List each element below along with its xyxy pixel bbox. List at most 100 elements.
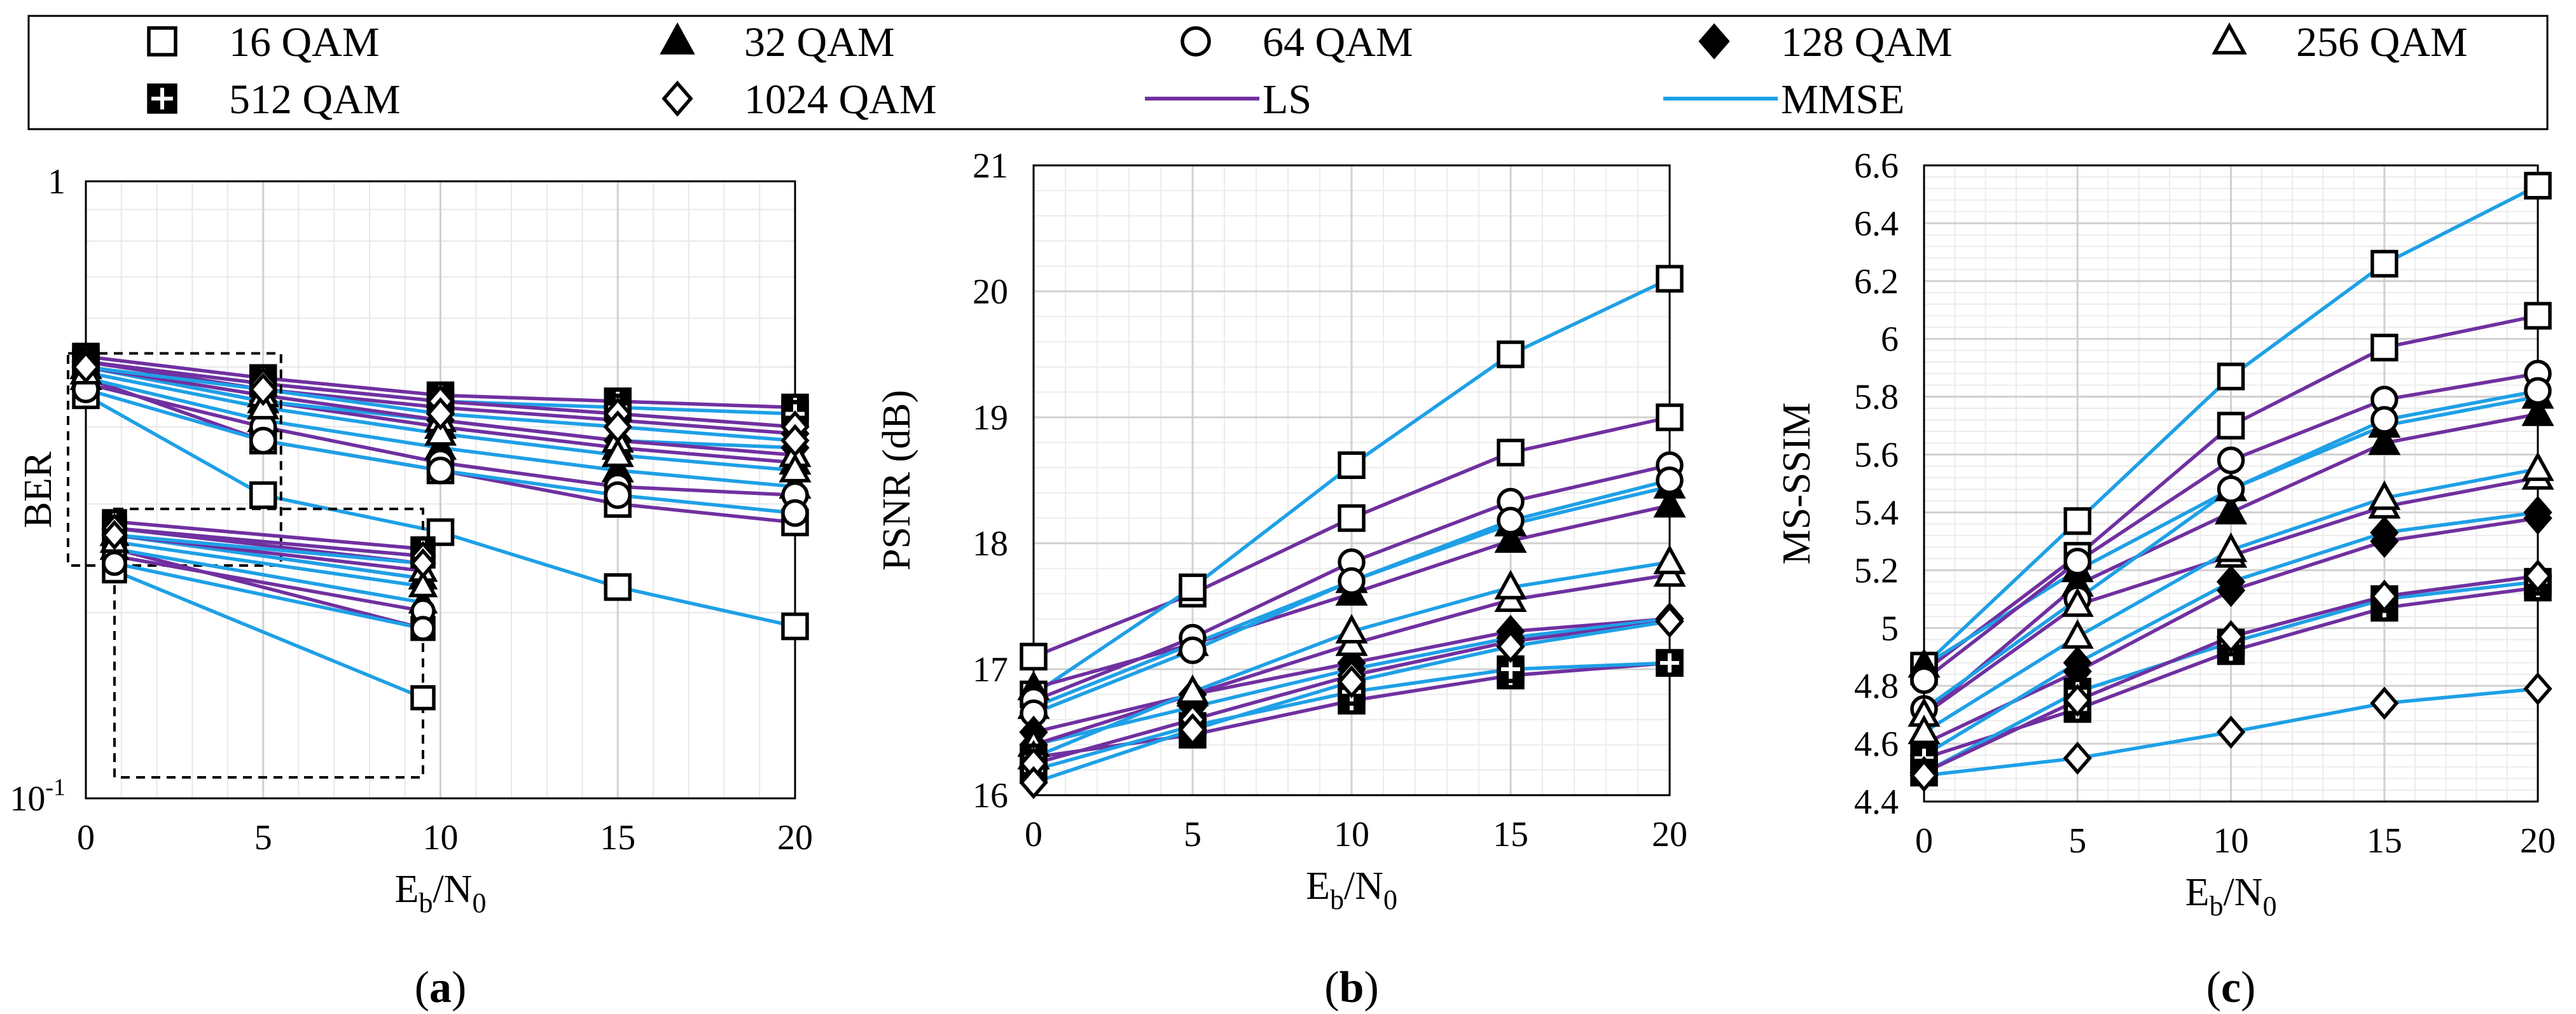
y-tick-label: 21 [973, 146, 1008, 186]
x-tick-label: 10 [2213, 821, 2249, 861]
legend-marker-32-qam [660, 22, 695, 55]
data-point-64-qam-mmse [249, 426, 277, 455]
x-axis-label-part: b [1330, 884, 1344, 915]
x-axis-label: Eb/N0 [1306, 865, 1397, 915]
data-point-32-qam-ls [2368, 425, 2401, 455]
y-tick-label: 5.8 [1854, 378, 1899, 417]
y-tick-label: 6 [1881, 320, 1899, 359]
data-point-32-qam-ls [1494, 523, 1527, 553]
panel-label-part: ) [452, 963, 466, 1012]
legend-marker-512-qam [147, 83, 177, 114]
y-tick-label: 18 [973, 524, 1008, 564]
panel-label-part: ( [2206, 963, 2221, 1012]
legend-marker-1024-qam [661, 80, 693, 117]
data-point-16-qam-mmse [1497, 340, 1525, 368]
markers-group [1017, 265, 1686, 800]
data-point-128-qam-mmse [2370, 516, 2399, 550]
legend-marker-16-qam [147, 26, 177, 57]
data-point-16-qam-mmse [2371, 249, 2399, 278]
legend: 16 QAM 32 QAM 64 QAM 128 QAM 256 QAM 512 QAM 1… [27, 15, 2549, 130]
legend-entry-mmse: MMSE [1663, 76, 1904, 123]
legend-label-ls: LS [1263, 76, 1312, 123]
inset-point-64-qam-mmse [102, 550, 127, 576]
data-point-1024-qam-mmse [71, 350, 100, 384]
data-point-64-qam-mmse [1656, 466, 1684, 494]
y-tick-label: 17 [973, 650, 1008, 690]
data-point-256-qam-mmse [1176, 674, 1209, 704]
x-axis-label-part: /N [433, 868, 472, 911]
y-tick-label: 19 [973, 398, 1008, 438]
data-point-1024-qam-ls [2216, 620, 2246, 653]
data-point-64-qam-mmse [781, 499, 809, 527]
legend-marker-64-qam [1181, 26, 1211, 57]
data-point-16-qam-mmse [1656, 265, 1684, 293]
y-tick-label: 20 [973, 272, 1008, 312]
x-tick-label: 5 [2068, 821, 2086, 861]
legend-label-512-qam: 512 QAM [229, 76, 401, 123]
y-axis-label: MS-SSIM [1775, 403, 1818, 565]
data-point-1024-qam-mmse [780, 424, 810, 457]
data-point-256-qam-mmse [1908, 714, 1941, 744]
panel-label-part: ( [1324, 963, 1339, 1012]
data-point-1024-qam-mmse [2216, 715, 2246, 749]
data-point-128-qam-mmse [2063, 646, 2092, 679]
data-point-32-qam-ls [2521, 396, 2554, 426]
data-point-256-qam-mmse [2061, 619, 2094, 649]
legend-entry-32-qam: 32 QAM [660, 19, 895, 66]
legend-box [27, 15, 2549, 130]
data-point-512-qam-mmse-cross [1660, 653, 1679, 673]
x-tick-label: 0 [77, 818, 95, 858]
data-point-128-qam-mmse [2216, 565, 2246, 599]
data-point-64-qam-mmse [2371, 406, 2399, 434]
data-point-1024-qam-mmse [1337, 665, 1366, 698]
data-point-32-qam-ls [1653, 488, 1686, 518]
y-tick-label: 4.4 [1854, 782, 1899, 822]
data-point-16-qam-mmse [1338, 451, 1366, 479]
legend-entry-16-qam: 16 QAM [147, 19, 380, 66]
x-tick-label: 10 [1334, 815, 1369, 854]
data-point-16-qam-mmse [604, 573, 632, 601]
panel-label-part: ) [1364, 963, 1378, 1012]
x-tick-label: 20 [2520, 821, 2556, 861]
markers-group [1908, 172, 2554, 793]
x-axis-label: Eb/N0 [2185, 871, 2277, 922]
data-point-16-qam-mmse [2063, 507, 2091, 535]
legend-label-mmse: MMSE [1781, 76, 1904, 123]
panel-label-part: c [2221, 963, 2241, 1012]
data-point-1024-qam-ls [2523, 559, 2552, 593]
data-point-256-qam-mmse [2521, 451, 2554, 482]
data-point-256-qam-mmse [424, 416, 457, 446]
data-point-64-qam-mmse [426, 456, 455, 485]
y-tick-label: 5.6 [1854, 436, 1899, 475]
data-point-1024-qam-mmse [1496, 630, 1525, 663]
data-point-16-qam-mmse [781, 612, 809, 641]
x-tick-label: 5 [1184, 815, 1201, 854]
inset-point-64-qam-mmse [410, 616, 436, 641]
inset-box [113, 508, 424, 779]
data-point-1024-qam-mmse [2063, 741, 2092, 775]
x-tick-label: 15 [2367, 821, 2402, 861]
y-tick-label: 6.6 [1854, 146, 1899, 186]
data-point-1024-qam-mmse [1019, 766, 1048, 800]
data-point-1024-qam-mmse [1909, 759, 1939, 793]
x-axis-label-part: 0 [2262, 891, 2276, 922]
legend-entry-1024-qam: 1024 QAM [661, 76, 937, 123]
x-tick-label: 15 [1493, 815, 1528, 854]
data-point-1024-qam-mmse [249, 373, 278, 406]
data-point-256-qam-mmse [1494, 569, 1527, 600]
legend-marker-512-qam-cross [151, 88, 173, 109]
inset-point-16-qam-mmse [410, 685, 436, 711]
data-point-1024-qam-mmse [2370, 686, 2399, 720]
y-tick-label: 6.4 [1854, 204, 1899, 244]
data-point-16-qam-ls [2217, 412, 2245, 440]
x-axis-label-part: b [2209, 891, 2223, 922]
y-tick-label: 5.2 [1854, 551, 1899, 590]
legend-entry-ls: LS [1145, 76, 1312, 123]
x-axis-label-part: /N [2223, 871, 2262, 914]
panel-c: 4.4 4.6 4.8 5 5.2 5.4 5.6 5.8 6 6.2 6.4 6.6 0 5 10 15 20… [1775, 146, 2556, 1012]
y-axis-label: BER [17, 451, 60, 528]
data-point-64-qam-mmse [604, 481, 632, 510]
y-tick-label: 5 [1881, 609, 1899, 648]
